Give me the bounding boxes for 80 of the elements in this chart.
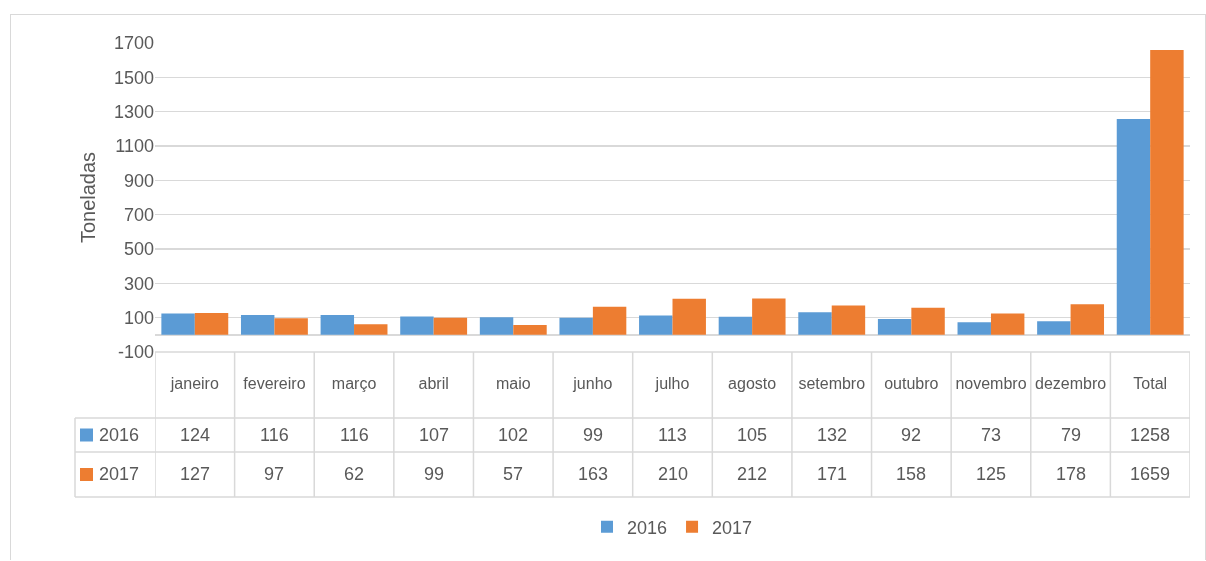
data-label: 116 — [260, 425, 289, 445]
data-label: 132 — [817, 425, 848, 445]
bar — [718, 316, 753, 335]
x-tick-label: dezembro — [1035, 375, 1107, 392]
data-label: 92 — [901, 425, 922, 445]
bar — [911, 307, 945, 335]
y-tick-label: 700 — [123, 204, 154, 225]
data-label: 79 — [1061, 425, 1082, 445]
data-label: 105 — [737, 425, 768, 445]
y-tick-label: 1100 — [115, 136, 154, 157]
bar — [161, 313, 195, 335]
y-tick-label: 300 — [123, 273, 154, 294]
x-tick-label: fevereiro — [243, 375, 306, 392]
x-tick-label: novembro — [955, 375, 1027, 392]
text: 2017 — [712, 517, 753, 538]
data-label: 171 — [817, 464, 848, 484]
data-label: 107 — [419, 425, 450, 445]
bar — [274, 318, 308, 335]
bar — [798, 312, 832, 335]
x-tick-label: agosto — [728, 375, 777, 392]
bar — [240, 314, 275, 335]
x-tick-label: Total — [1133, 375, 1168, 392]
data-label: 124 — [180, 425, 211, 445]
bar — [400, 316, 434, 335]
y-tick-label: 500 — [123, 239, 154, 260]
data-label: 97 — [264, 464, 285, 484]
bar — [957, 322, 991, 335]
y-axis-title: Toneladas — [77, 151, 100, 244]
data-label: 210 — [658, 464, 689, 484]
bar — [433, 317, 468, 335]
data-label: 158 — [896, 464, 927, 484]
bar — [194, 313, 229, 335]
data-label: 178 — [1056, 464, 1087, 484]
data-label: 116 — [340, 425, 369, 445]
bar — [1150, 50, 1184, 335]
y-tick-label: 1300 — [113, 101, 154, 122]
x-tick-label: outubro — [884, 375, 939, 392]
bar — [1070, 304, 1105, 335]
data-label: 99 — [583, 425, 604, 445]
data-label: 62 — [344, 464, 365, 484]
bar — [354, 324, 388, 335]
x-tick-label: janeiro — [169, 375, 219, 392]
data-label: 125 — [976, 464, 1007, 484]
data-label: 1659 — [1130, 464, 1171, 484]
data-label: 102 — [498, 425, 529, 445]
x-tick-label: julho — [654, 375, 690, 392]
data-label: 113 — [658, 425, 687, 445]
legend-label: 2016 — [99, 425, 140, 445]
data-label: 163 — [578, 464, 609, 484]
bar — [479, 317, 514, 335]
data-label: 1258 — [1130, 425, 1171, 445]
bar — [513, 325, 547, 335]
text: 2016 — [627, 517, 668, 538]
bar — [831, 305, 866, 335]
bar — [990, 313, 1025, 335]
y-tick-label: 900 — [123, 170, 154, 191]
y-tick-label: 100 — [123, 307, 154, 328]
bar — [592, 306, 627, 335]
y-tick-label: 1500 — [113, 67, 154, 88]
data-label: 57 — [503, 464, 524, 484]
bar — [752, 298, 786, 335]
bar — [877, 319, 912, 335]
data-label: 73 — [981, 425, 1002, 445]
x-tick-label: junho — [572, 375, 613, 392]
bar — [1116, 118, 1151, 335]
bar — [1037, 321, 1071, 335]
data-label: 127 — [180, 464, 211, 484]
x-tick-label: abril — [418, 375, 449, 392]
x-tick-label: março — [331, 375, 377, 392]
bar — [639, 315, 673, 335]
legend-label: 2017 — [99, 464, 140, 484]
bar — [320, 314, 355, 335]
data-label: 99 — [424, 464, 445, 484]
x-tick-label: setembro — [798, 375, 866, 392]
data-label: 212 — [737, 464, 768, 484]
bar — [672, 298, 706, 335]
y-tick-label: -100 — [117, 342, 154, 363]
bar — [559, 317, 593, 335]
y-tick-label: 1700 — [113, 33, 154, 54]
x-tick-label: maio — [495, 375, 531, 392]
